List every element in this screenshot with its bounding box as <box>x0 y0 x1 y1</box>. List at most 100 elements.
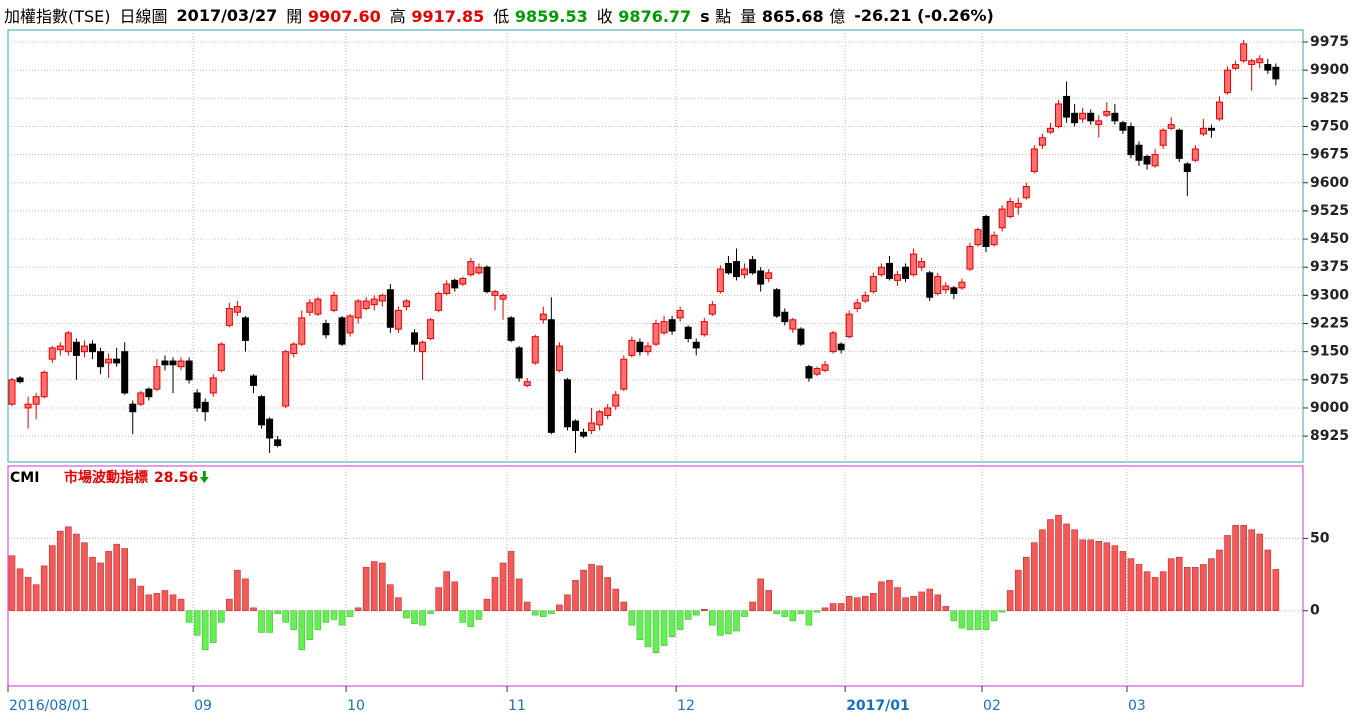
y-tick-label: 9225 <box>1310 316 1349 332</box>
cmi-bar <box>515 578 523 612</box>
cmi-bar <box>234 569 241 612</box>
candle-body <box>829 332 837 353</box>
candle-body <box>885 262 893 279</box>
candle-body <box>282 351 290 407</box>
cmi-bar <box>942 606 950 612</box>
cmi-bar <box>65 526 72 612</box>
candle-body <box>1030 148 1038 172</box>
x-tick-label: 03 <box>1128 698 1146 714</box>
candle-body <box>161 360 169 366</box>
cmi-bar <box>918 591 925 612</box>
cmi-bar <box>1208 558 1215 612</box>
candle-body <box>338 317 346 345</box>
cmi-bar <box>1159 571 1167 612</box>
cmi-bar <box>765 590 773 612</box>
low: 9859.53 <box>514 7 588 26</box>
candle-body <box>258 396 266 426</box>
candle-body <box>733 261 740 278</box>
cmi-bar <box>757 578 764 612</box>
candle-body <box>813 368 821 375</box>
candle-body <box>620 358 628 390</box>
candle-body <box>483 266 491 293</box>
y-tick-label: 0 <box>1310 603 1320 619</box>
candle-body <box>563 379 571 428</box>
candle-body <box>555 345 563 371</box>
cmi-bar <box>258 610 265 633</box>
candle-body <box>1159 129 1167 146</box>
candle-body <box>330 294 338 311</box>
cmi-bar <box>523 601 531 612</box>
y-tick-label: 9150 <box>1310 344 1349 360</box>
candle-body <box>491 291 499 296</box>
index-name: 加權指數(TSE) <box>4 7 111 26</box>
cmi-bar <box>1167 558 1175 612</box>
candle-body <box>129 403 137 413</box>
x-tick-label: 10 <box>347 698 365 714</box>
candle-body <box>137 392 145 405</box>
cmi-bar <box>201 610 209 651</box>
cmi-bar <box>161 590 169 612</box>
open: 9907.60 <box>307 7 381 26</box>
candle-body <box>523 381 531 386</box>
candle-body <box>1199 127 1207 135</box>
y-tick-label: 9075 <box>1310 372 1349 388</box>
cmi-bar <box>362 567 370 612</box>
cmi-bar <box>137 585 145 612</box>
candle-body <box>1224 69 1232 94</box>
cmi-bar <box>419 610 426 626</box>
cmi-bar <box>16 568 24 612</box>
candle-body <box>749 259 757 274</box>
cmi-bar <box>556 604 563 612</box>
close-label: 收 <box>596 7 613 26</box>
candle-body <box>998 208 1006 229</box>
high-label: 高 <box>389 7 406 26</box>
cmi-bar <box>48 545 56 612</box>
candle-body <box>8 379 16 405</box>
cmi-bar <box>346 610 354 617</box>
cmi-bar <box>894 587 901 612</box>
cmi-bar <box>169 594 177 612</box>
candle-body <box>612 394 620 407</box>
candle-body <box>443 283 451 294</box>
y-tick-label: 9900 <box>1310 62 1349 78</box>
cmi-bar <box>1192 567 1199 612</box>
candle-body <box>958 281 966 289</box>
cmi-bar <box>250 607 257 612</box>
cmi-bar <box>700 608 708 612</box>
cmi-bar <box>789 610 797 622</box>
cmi-bar <box>354 607 362 612</box>
cmi-bar <box>1079 539 1086 612</box>
x-tick-label: 09 <box>194 698 212 714</box>
candle-body <box>1063 95 1071 118</box>
volume-label: 量 <box>740 7 757 26</box>
x-tick-label: 2016/08/01 <box>9 698 90 714</box>
y-tick-label: 9000 <box>1310 400 1349 416</box>
y-tick-label: 9525 <box>1310 203 1349 219</box>
candle-body <box>700 321 708 336</box>
candle-body <box>515 347 523 379</box>
candle-body <box>716 268 724 293</box>
cmi-bar <box>717 610 724 636</box>
cmi-bar <box>378 562 386 612</box>
candle-body <box>314 298 322 315</box>
candle-body <box>145 388 153 398</box>
cmi-bar <box>411 610 418 625</box>
cmi-bar <box>861 595 869 612</box>
cmi-bar <box>1119 551 1127 612</box>
cmi-bar <box>878 581 885 612</box>
cmi-bar <box>209 610 217 643</box>
cmi-bar <box>467 610 475 627</box>
candle-body <box>64 332 72 353</box>
cmi-bar <box>966 610 974 630</box>
cmi-bar <box>338 610 346 626</box>
cmi-bar <box>8 555 16 612</box>
cmi-bar <box>1248 529 1255 612</box>
cmi-bar <box>910 595 917 612</box>
cmi-bar <box>1111 545 1119 612</box>
candle-body <box>660 321 668 334</box>
candle-body <box>346 315 354 334</box>
cmi-bar <box>749 601 756 612</box>
cmi-bar <box>81 542 88 612</box>
cmi-bar <box>507 551 515 612</box>
candle-body <box>56 345 64 351</box>
